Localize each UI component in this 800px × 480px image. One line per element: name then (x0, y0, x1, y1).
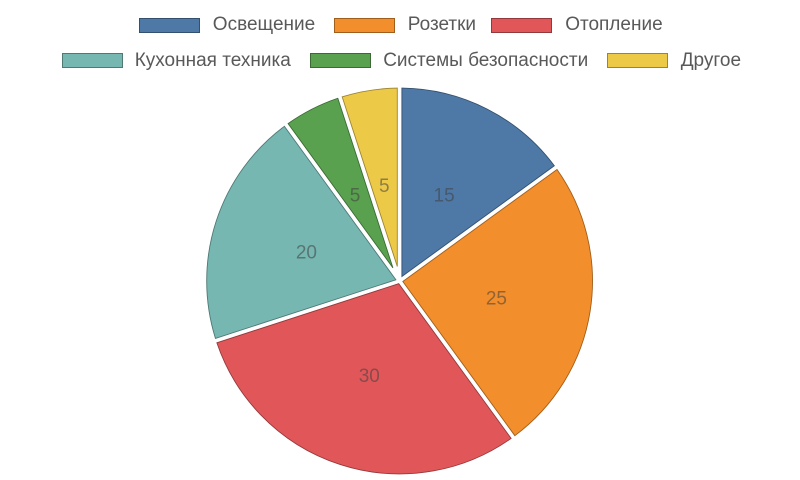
svg-text:5: 5 (350, 186, 361, 207)
svg-text:30: 30 (359, 366, 380, 387)
svg-text:20: 20 (296, 243, 317, 264)
svg-text:15: 15 (434, 186, 455, 207)
svg-text:25: 25 (486, 288, 507, 309)
svg-text:5: 5 (379, 176, 390, 197)
